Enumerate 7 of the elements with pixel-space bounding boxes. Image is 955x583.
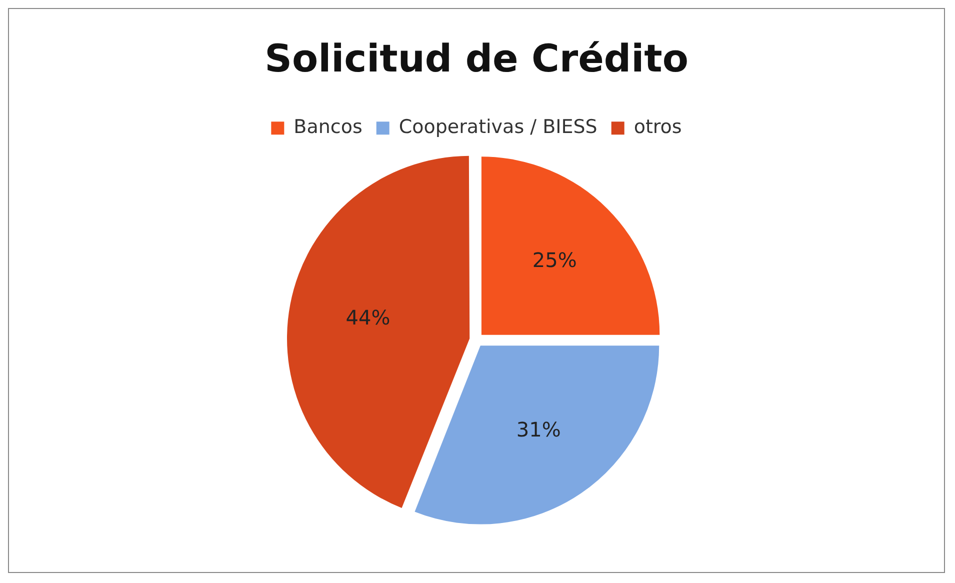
data-label: 25% (532, 248, 577, 272)
legend-label: Cooperativas / BIESS (398, 116, 598, 138)
legend-label: otros (634, 116, 682, 138)
data-label: 31% (516, 417, 561, 442)
chart-title: Solicitud de Crédito (264, 36, 688, 81)
legend-label: Bancos (294, 116, 362, 138)
data-label: 44% (346, 305, 390, 330)
